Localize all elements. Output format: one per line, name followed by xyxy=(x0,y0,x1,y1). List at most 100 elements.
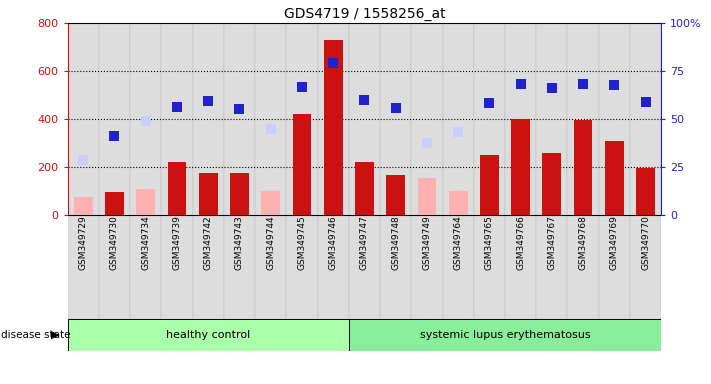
Bar xyxy=(193,215,224,319)
Bar xyxy=(287,215,318,319)
Bar xyxy=(349,215,380,319)
Bar xyxy=(599,23,630,215)
Bar xyxy=(536,215,567,319)
Text: GSM349747: GSM349747 xyxy=(360,215,369,270)
Point xyxy=(358,97,370,103)
Bar xyxy=(599,215,630,319)
Title: GDS4719 / 1558256_at: GDS4719 / 1558256_at xyxy=(284,7,445,21)
Bar xyxy=(574,120,592,215)
Bar xyxy=(99,23,130,215)
Bar xyxy=(168,162,186,215)
Bar xyxy=(355,162,374,215)
Bar xyxy=(199,173,218,215)
Bar xyxy=(130,23,161,215)
Text: GSM349742: GSM349742 xyxy=(203,215,213,270)
Point xyxy=(421,140,432,146)
Bar xyxy=(605,141,624,215)
Bar xyxy=(511,119,530,215)
Text: GSM349749: GSM349749 xyxy=(422,215,432,270)
Text: GSM349769: GSM349769 xyxy=(610,215,619,270)
Text: GSM349745: GSM349745 xyxy=(297,215,306,270)
Bar xyxy=(630,215,661,319)
Point xyxy=(640,99,651,105)
Bar xyxy=(74,197,92,215)
Bar xyxy=(349,319,661,351)
Bar xyxy=(99,215,130,319)
Bar xyxy=(318,215,349,319)
Bar xyxy=(68,215,99,319)
Text: systemic lupus erythematosus: systemic lupus erythematosus xyxy=(419,330,590,340)
Text: GSM349746: GSM349746 xyxy=(328,215,338,270)
Bar xyxy=(542,152,561,215)
Point xyxy=(515,81,526,87)
Bar xyxy=(567,23,599,215)
Text: GSM349768: GSM349768 xyxy=(579,215,587,270)
Bar xyxy=(505,215,536,319)
Point xyxy=(577,81,589,87)
Bar xyxy=(349,23,380,215)
Point xyxy=(109,133,120,139)
Point xyxy=(390,105,401,111)
Bar xyxy=(161,215,193,319)
Point xyxy=(171,104,183,110)
Point xyxy=(296,84,308,90)
Bar xyxy=(474,215,505,319)
Bar xyxy=(380,215,411,319)
Bar xyxy=(68,319,349,351)
Text: healthy control: healthy control xyxy=(166,330,250,340)
Bar xyxy=(449,191,468,215)
Point xyxy=(203,98,214,104)
Point xyxy=(140,118,151,124)
Bar xyxy=(130,215,161,319)
Bar xyxy=(161,23,193,215)
Bar xyxy=(287,23,318,215)
Bar xyxy=(505,23,536,215)
Bar xyxy=(292,114,311,215)
Text: GSM349743: GSM349743 xyxy=(235,215,244,270)
Bar xyxy=(480,155,498,215)
Bar xyxy=(630,23,661,215)
Bar xyxy=(105,192,124,215)
Point xyxy=(328,60,339,66)
Point xyxy=(483,100,495,106)
Bar xyxy=(442,23,474,215)
Text: GSM349748: GSM349748 xyxy=(391,215,400,270)
Bar xyxy=(636,168,655,215)
Bar xyxy=(380,23,411,215)
Bar xyxy=(255,23,287,215)
Text: disease state: disease state xyxy=(1,330,70,340)
Bar xyxy=(68,23,99,215)
Bar xyxy=(567,215,599,319)
Bar xyxy=(224,215,255,319)
Bar xyxy=(442,215,474,319)
Text: GSM349766: GSM349766 xyxy=(516,215,525,270)
Text: GSM349744: GSM349744 xyxy=(266,215,275,270)
Text: GSM349734: GSM349734 xyxy=(141,215,150,270)
Point xyxy=(609,83,620,89)
Text: GSM349729: GSM349729 xyxy=(79,215,87,270)
Point xyxy=(234,106,245,113)
Text: GSM349765: GSM349765 xyxy=(485,215,494,270)
Bar xyxy=(230,173,249,215)
Text: GSM349739: GSM349739 xyxy=(172,215,181,270)
Bar xyxy=(261,191,280,215)
Point xyxy=(452,129,464,135)
Text: ▶: ▶ xyxy=(50,330,59,340)
Bar xyxy=(193,23,224,215)
Bar xyxy=(224,23,255,215)
Text: GSM349764: GSM349764 xyxy=(454,215,463,270)
Text: GSM349770: GSM349770 xyxy=(641,215,650,270)
Bar xyxy=(417,178,437,215)
Point xyxy=(265,126,277,132)
Point xyxy=(546,85,557,91)
Bar xyxy=(255,215,287,319)
Point xyxy=(77,157,89,163)
Bar xyxy=(411,23,442,215)
Bar xyxy=(474,23,505,215)
Bar xyxy=(318,23,349,215)
Text: GSM349767: GSM349767 xyxy=(547,215,557,270)
Bar xyxy=(324,40,343,215)
Text: GSM349730: GSM349730 xyxy=(110,215,119,270)
Bar xyxy=(386,175,405,215)
Bar xyxy=(137,189,155,215)
